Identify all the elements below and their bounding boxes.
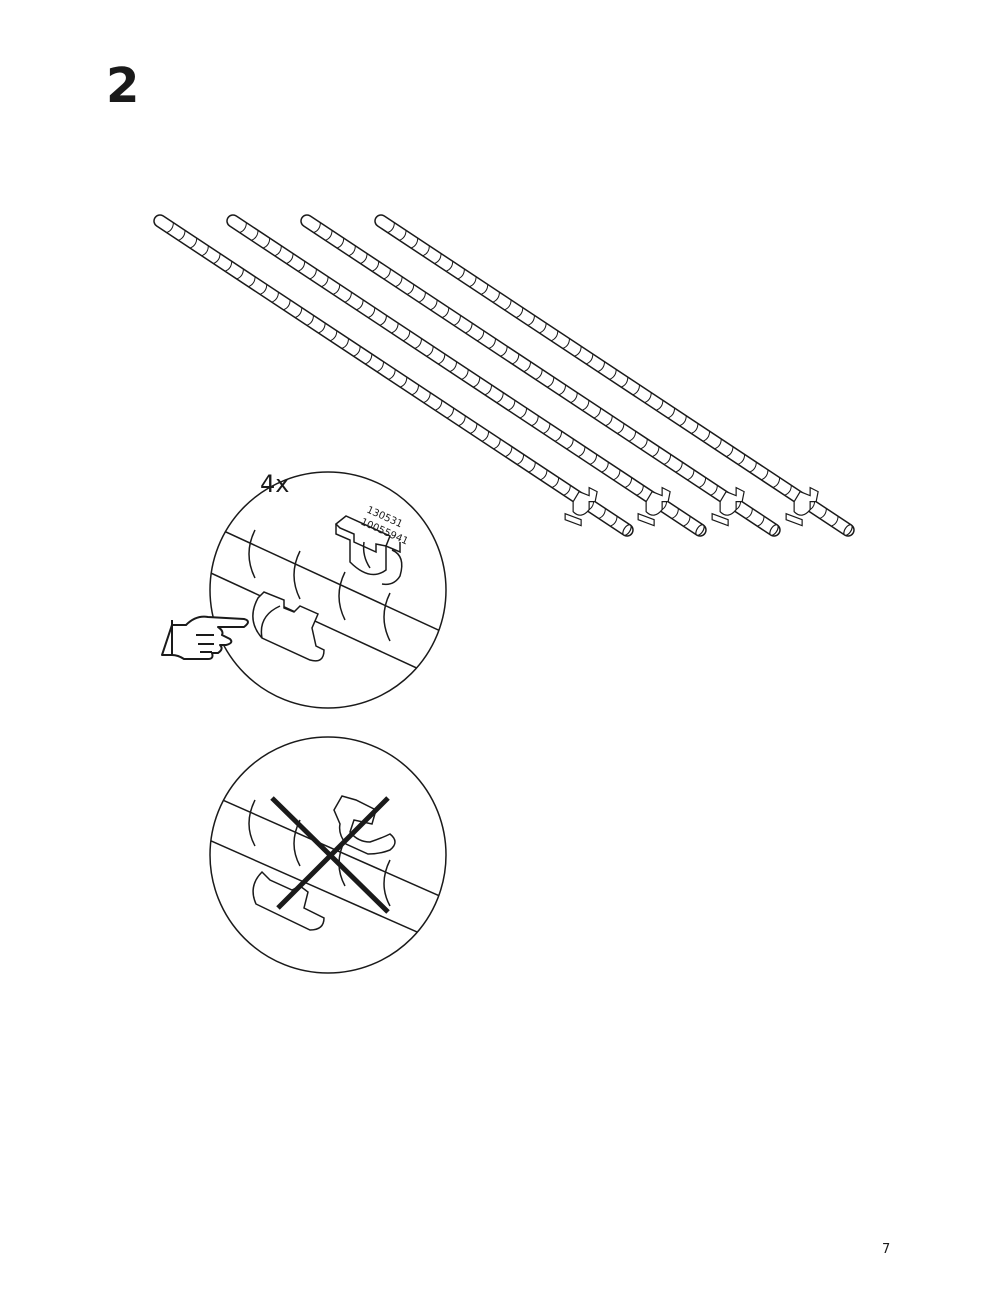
incorrect-cross-icon (270, 796, 390, 914)
page-number: 7 (882, 1242, 891, 1257)
pole-2 (226, 214, 707, 537)
pointing-hand-icon (161, 615, 249, 660)
detail-circle-correct: 4x 130531 10055941 (161, 470, 447, 709)
step-number: 2 (106, 58, 140, 114)
pole-3 (300, 214, 781, 537)
clip-part (334, 515, 403, 586)
pole-clip (564, 486, 598, 527)
pole-1 (153, 214, 634, 537)
pole-clip (785, 486, 819, 527)
pole-clip (711, 486, 745, 527)
clip-attached (252, 591, 325, 662)
pole-4 (374, 214, 855, 537)
pole-clip (637, 486, 671, 527)
poles-group (153, 214, 855, 537)
detail-circle-incorrect (209, 736, 447, 974)
quantity-label: 4x (260, 470, 289, 498)
